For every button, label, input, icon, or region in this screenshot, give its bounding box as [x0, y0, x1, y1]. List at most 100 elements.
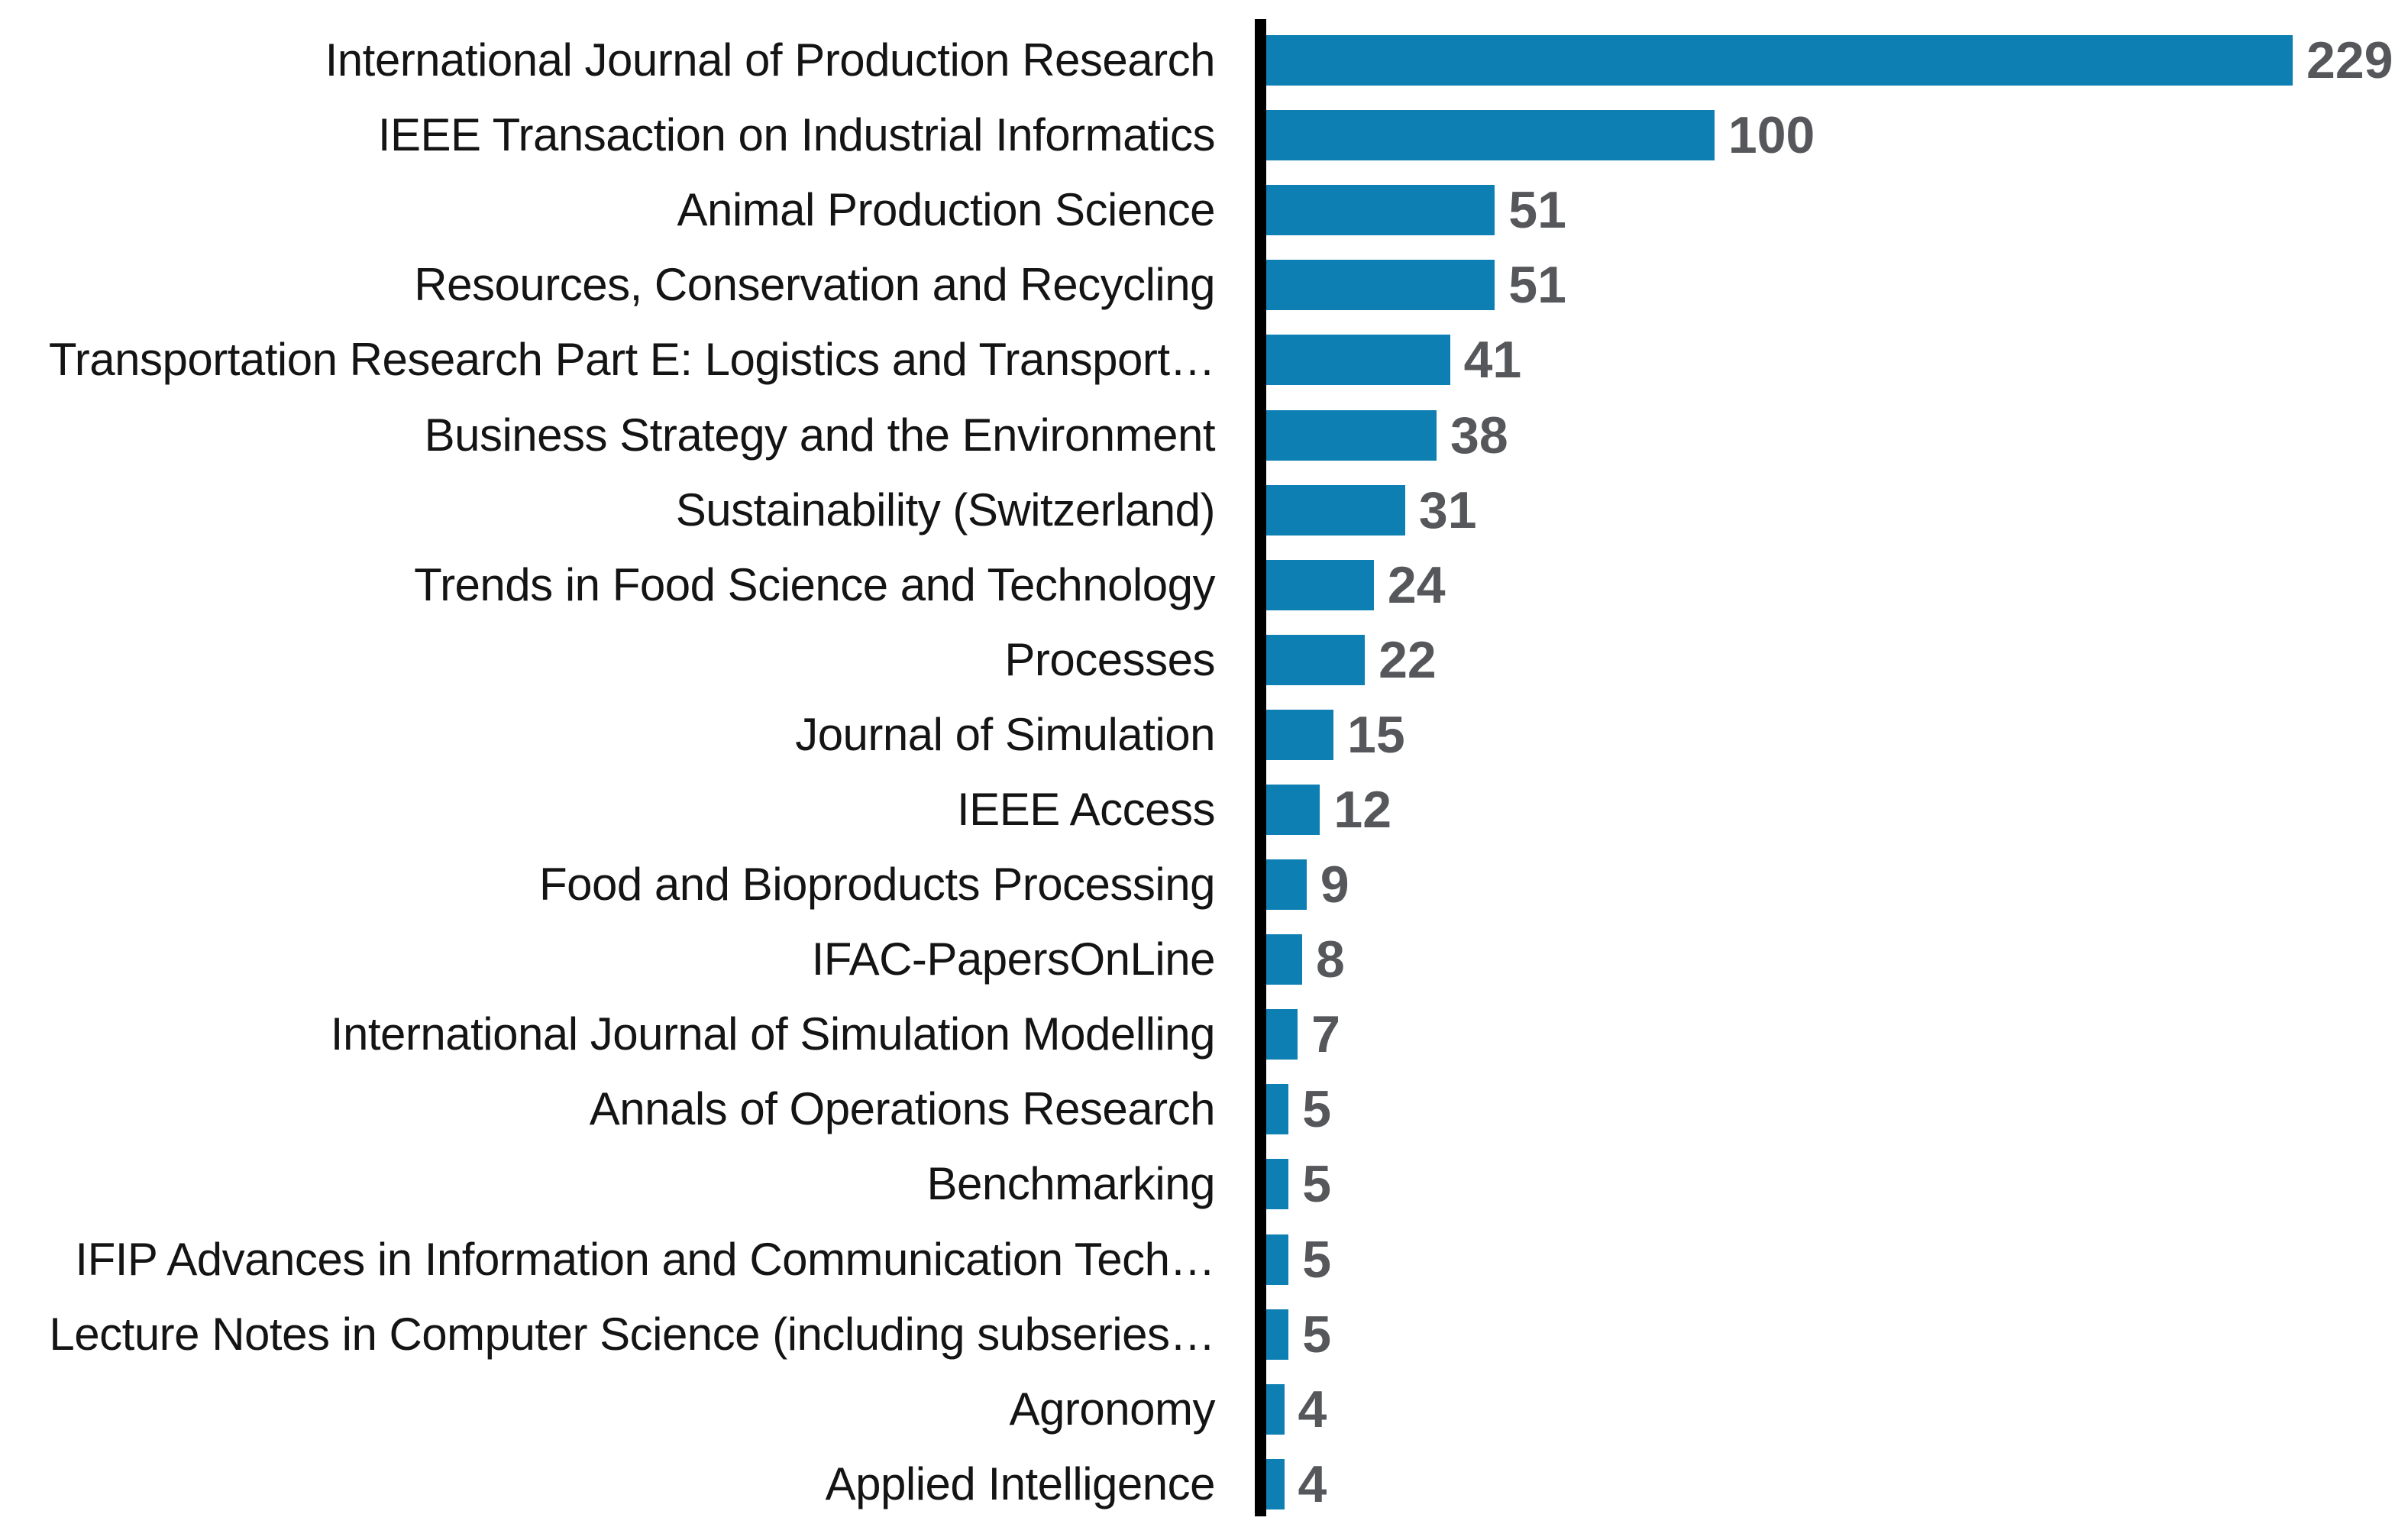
value-label: 41	[1463, 331, 1522, 390]
category-label: IEEE Access	[957, 783, 1215, 835]
bar-zone: 8	[1255, 933, 2408, 985]
category-label: IEEE Transaction on Industrial Informati…	[377, 109, 1216, 161]
bar-zone: 51	[1255, 184, 2408, 236]
bar	[1266, 335, 1450, 386]
value-label: 229	[2306, 31, 2393, 90]
category-label: Sustainability (Switzerland)	[675, 484, 1216, 536]
bar-row: IFAC-PapersOnLine 8	[0, 922, 2408, 997]
value-label: 5	[1302, 1230, 1332, 1289]
bar-row: Journal of Simulation 15	[0, 697, 2408, 772]
value-label: 38	[1450, 406, 1508, 464]
bar	[1266, 1009, 1298, 1060]
value-label: 100	[1728, 106, 1815, 165]
category-label: Transportation Research Part E: Logistic…	[48, 334, 1216, 386]
y-axis-line	[1255, 19, 1266, 1516]
bar-zone: 5	[1255, 1158, 2408, 1210]
category-label-cell: Animal Production Science	[0, 187, 1255, 233]
category-label-cell: IEEE Access	[0, 783, 1255, 835]
category-label: IFIP Advances in Information and Communi…	[75, 1233, 1215, 1285]
value-label: 5	[1302, 1155, 1332, 1214]
bar-zone: 100	[1255, 109, 2408, 161]
bar	[1266, 634, 1366, 685]
bar-row: Annals of Operations Research 5	[0, 1072, 2408, 1147]
bar-rows-container: International Journal of Production Rese…	[0, 23, 2408, 1522]
category-label: Annals of Operations Research	[589, 1083, 1216, 1135]
bar-zone: 9	[1255, 859, 2408, 911]
bar	[1266, 1458, 1285, 1509]
value-label: 4	[1298, 1380, 1327, 1438]
category-label-cell: IFIP Advances in Information and Communi…	[0, 1233, 1255, 1285]
category-label-cell: International Journal of Simulation Mode…	[0, 1011, 1255, 1057]
category-label-cell: Lecture Notes in Computer Science (inclu…	[0, 1308, 1255, 1360]
category-label: Agronomy	[1009, 1383, 1216, 1435]
value-label: 31	[1418, 480, 1477, 539]
category-label: Food and Bioproducts Processing	[538, 859, 1216, 911]
bar-row: Trends in Food Science and Technology 24	[0, 548, 2408, 623]
bar-zone: 7	[1255, 1008, 2408, 1060]
category-label-cell: Agronomy	[0, 1386, 1255, 1432]
bar-zone: 12	[1255, 784, 2408, 836]
category-label-cell: IFAC-PapersOnLine	[0, 937, 1255, 982]
value-label: 51	[1508, 256, 1566, 315]
value-label: 7	[1311, 1005, 1340, 1064]
category-label-cell: Journal of Simulation	[0, 708, 1255, 760]
bar	[1266, 1309, 1289, 1360]
bar	[1266, 1383, 1285, 1435]
bar	[1266, 1234, 1289, 1285]
bar	[1266, 559, 1374, 610]
category-label: Animal Production Science	[677, 184, 1215, 236]
bar	[1266, 35, 2293, 86]
bar-zone: 31	[1255, 484, 2408, 536]
category-label: IFAC-PapersOnLine	[811, 933, 1216, 985]
bar-zone: 5	[1255, 1309, 2408, 1361]
bar	[1266, 859, 1307, 911]
category-label-cell: Processes	[0, 633, 1255, 685]
category-label: Business Strategy and the Environment	[424, 409, 1216, 461]
bar	[1266, 784, 1320, 835]
category-label-cell: Food and Bioproducts Processing	[0, 862, 1255, 908]
category-label-cell: International Journal of Production Rese…	[0, 37, 1255, 83]
bar-zone: 229	[1255, 34, 2408, 86]
bar-row: Agronomy 4	[0, 1372, 2408, 1447]
category-label: International Journal of Simulation Mode…	[330, 1008, 1216, 1060]
bar-row: Resources, Conservation and Recycling 51	[0, 248, 2408, 322]
value-label: 9	[1320, 856, 1349, 914]
bar-row: International Journal of Production Rese…	[0, 23, 2408, 98]
bar	[1266, 110, 1715, 161]
bar-row: IFIP Advances in Information and Communi…	[0, 1222, 2408, 1297]
bar-row: Business Strategy and the Environment 38	[0, 397, 2408, 472]
value-label: 22	[1379, 630, 1437, 689]
category-label: Applied Intelligence	[825, 1458, 1216, 1509]
bar	[1266, 934, 1302, 985]
bar	[1266, 185, 1495, 236]
bar-zone: 5	[1255, 1083, 2408, 1135]
bar	[1266, 484, 1405, 536]
bar-row: International Journal of Simulation Mode…	[0, 997, 2408, 1072]
bar-row: Food and Bioproducts Processing 9	[0, 847, 2408, 922]
value-label: 24	[1387, 555, 1446, 614]
category-label: Resources, Conservation and Recycling	[414, 259, 1215, 311]
category-label: Journal of Simulation	[795, 708, 1215, 760]
category-label: International Journal of Production Rese…	[325, 34, 1216, 86]
value-label: 51	[1508, 181, 1566, 240]
bar-zone: 4	[1255, 1458, 2408, 1510]
category-label-cell: Sustainability (Switzerland)	[0, 487, 1255, 533]
bar-zone: 24	[1255, 559, 2408, 611]
category-label: Processes	[1004, 633, 1215, 685]
category-label: Lecture Notes in Computer Science (inclu…	[49, 1308, 1215, 1360]
bar	[1266, 1084, 1289, 1135]
category-label-cell: Annals of Operations Research	[0, 1086, 1255, 1132]
bar-row: Benchmarking 5	[0, 1147, 2408, 1221]
bar-zone: 41	[1255, 334, 2408, 386]
value-label: 5	[1302, 1305, 1332, 1364]
bar-row: IEEE Transaction on Industrial Informati…	[0, 98, 2408, 173]
category-label-cell: Business Strategy and the Environment	[0, 409, 1255, 461]
bar-zone: 22	[1255, 634, 2408, 686]
category-label: Trends in Food Science and Technology	[414, 558, 1215, 610]
bar-row: IEEE Access 12	[0, 772, 2408, 847]
bar-row: Processes 22	[0, 623, 2408, 697]
category-label-cell: Transportation Research Part E: Logistic…	[0, 337, 1255, 383]
bar-row: Lecture Notes in Computer Science (inclu…	[0, 1297, 2408, 1372]
bar-zone: 51	[1255, 259, 2408, 311]
